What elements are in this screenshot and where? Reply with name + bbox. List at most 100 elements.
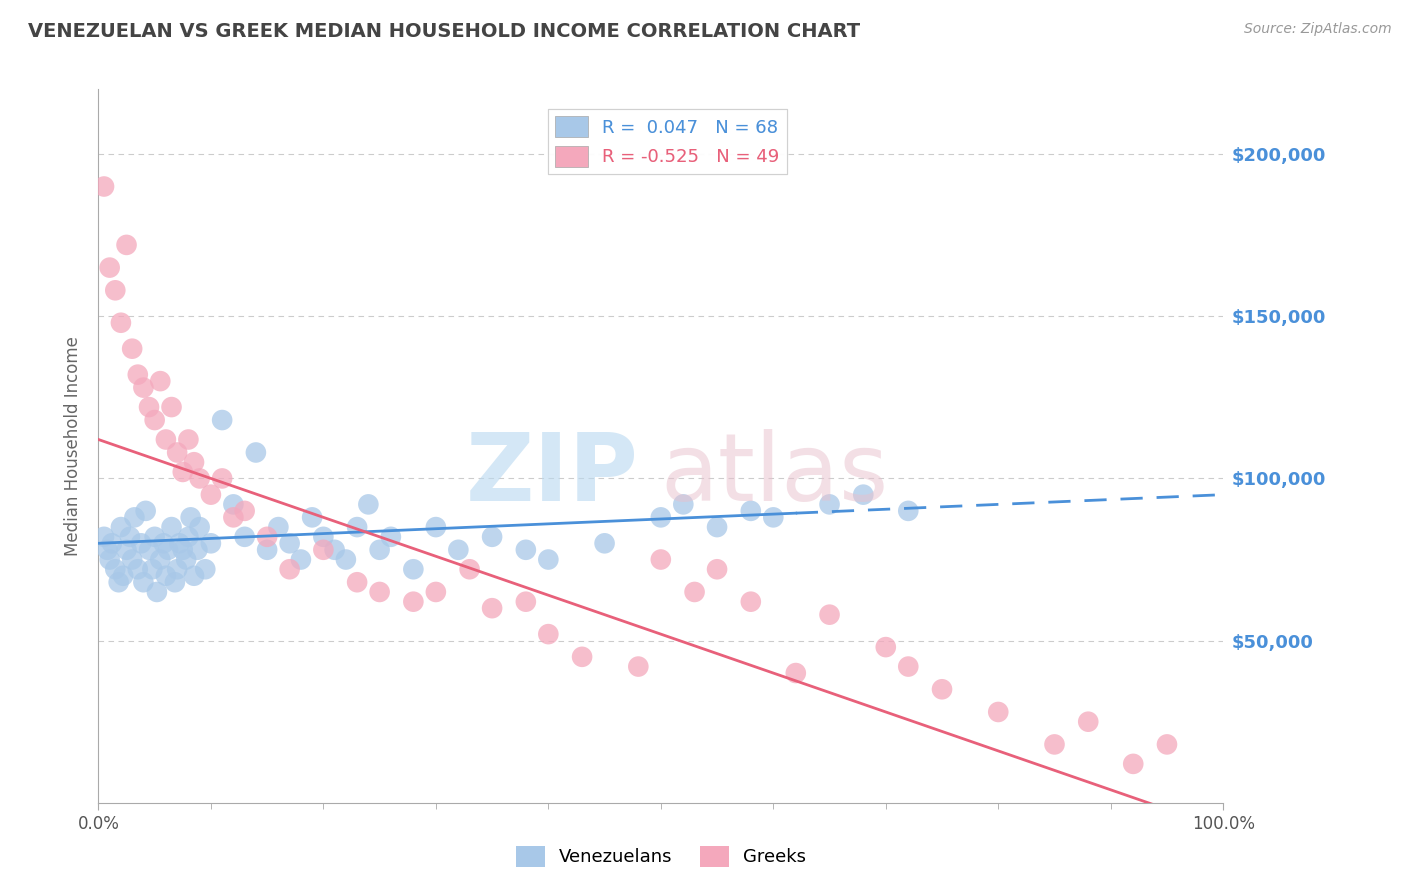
Point: [368, 542, 391, 557]
Text: Source: ZipAtlas.com: Source: ZipAtlas.com: [1244, 22, 1392, 37]
Point: [118, 530, 141, 544]
Point: [897, 504, 920, 518]
Point: [155, 433, 177, 447]
Point: [852, 488, 875, 502]
Point: [172, 542, 194, 557]
Point: [104, 562, 127, 576]
Point: [135, 504, 157, 518]
Point: [346, 520, 368, 534]
Point: [571, 649, 593, 664]
Point: [110, 520, 132, 534]
Point: [278, 536, 301, 550]
Point: [149, 374, 172, 388]
Y-axis label: Median Household Income: Median Household Income: [65, 336, 83, 556]
Point: [121, 342, 143, 356]
Point: [155, 568, 177, 582]
Point: [481, 601, 503, 615]
Point: [301, 510, 323, 524]
Point: [222, 497, 245, 511]
Point: [785, 666, 807, 681]
Point: [169, 536, 191, 550]
Point: [200, 536, 222, 550]
Point: [380, 530, 402, 544]
Point: [129, 536, 152, 550]
Point: [818, 497, 841, 511]
Point: [233, 530, 256, 544]
Point: [93, 530, 115, 544]
Point: [141, 562, 163, 576]
Point: [481, 530, 503, 544]
Point: [93, 179, 115, 194]
Point: [110, 316, 132, 330]
Point: [166, 562, 188, 576]
Point: [1122, 756, 1144, 771]
Point: [121, 552, 143, 566]
Point: [183, 455, 205, 469]
Point: [627, 659, 650, 673]
Point: [1156, 738, 1178, 752]
Point: [107, 575, 129, 590]
Point: [211, 471, 233, 485]
Legend: Venezuelans, Greeks: Venezuelans, Greeks: [509, 838, 813, 874]
Point: [875, 640, 897, 654]
Point: [672, 497, 695, 511]
Point: [425, 585, 447, 599]
Point: [149, 552, 172, 566]
Point: [172, 465, 194, 479]
Point: [515, 595, 537, 609]
Point: [124, 510, 146, 524]
Point: [104, 283, 127, 297]
Point: [245, 445, 267, 459]
Text: VENEZUELAN VS GREEK MEDIAN HOUSEHOLD INCOME CORRELATION CHART: VENEZUELAN VS GREEK MEDIAN HOUSEHOLD INC…: [28, 22, 860, 41]
Legend: R =  0.047   N = 68, R = -0.525   N = 49: R = 0.047 N = 68, R = -0.525 N = 49: [548, 109, 787, 174]
Point: [200, 488, 222, 502]
Point: [160, 520, 183, 534]
Point: [706, 562, 728, 576]
Point: [180, 510, 202, 524]
Point: [312, 542, 335, 557]
Point: [650, 552, 672, 566]
Point: [174, 552, 197, 566]
Point: [256, 530, 278, 544]
Point: [132, 381, 155, 395]
Point: [290, 552, 312, 566]
Point: [650, 510, 672, 524]
Point: [515, 542, 537, 557]
Point: [267, 520, 290, 534]
Point: [402, 562, 425, 576]
Point: [98, 260, 121, 275]
Point: [818, 607, 841, 622]
Point: [402, 595, 425, 609]
Point: [233, 504, 256, 518]
Point: [1077, 714, 1099, 729]
Point: [143, 413, 166, 427]
Point: [1043, 738, 1066, 752]
Point: [127, 368, 149, 382]
Point: [157, 542, 180, 557]
Point: [312, 530, 335, 544]
Point: [177, 433, 200, 447]
Point: [425, 520, 447, 534]
Point: [143, 530, 166, 544]
Point: [323, 542, 346, 557]
Point: [256, 542, 278, 557]
Point: [278, 562, 301, 576]
Point: [458, 562, 481, 576]
Point: [177, 530, 200, 544]
Point: [683, 585, 706, 599]
Point: [127, 562, 149, 576]
Point: [186, 542, 208, 557]
Point: [146, 585, 169, 599]
Point: [222, 510, 245, 524]
Point: [537, 552, 560, 566]
Point: [138, 542, 160, 557]
Point: [98, 552, 121, 566]
Point: [194, 562, 217, 576]
Point: [740, 504, 762, 518]
Point: [132, 575, 155, 590]
Point: [112, 568, 135, 582]
Point: [211, 413, 233, 427]
Point: [188, 520, 211, 534]
Text: atlas: atlas: [661, 428, 889, 521]
Point: [762, 510, 785, 524]
